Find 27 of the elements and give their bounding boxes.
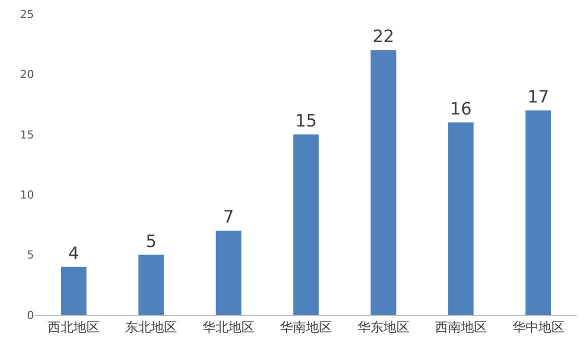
y-tick-label: 20 — [20, 68, 34, 82]
data-label: 7 — [223, 208, 234, 228]
bar — [370, 50, 396, 315]
bar — [526, 110, 552, 315]
y-tick-label: 25 — [20, 8, 34, 21]
y-tick-label: 0 — [27, 308, 34, 322]
y-tick-label: 10 — [20, 188, 34, 202]
x-tick-label: 华中地区 — [512, 320, 564, 336]
x-tick-label: 华东地区 — [357, 320, 410, 336]
x-tick-label: 华北地区 — [202, 320, 255, 336]
x-tick-label: 华南地区 — [280, 320, 332, 336]
x-tick-label: 西北地区 — [48, 320, 100, 336]
bar — [216, 230, 242, 315]
data-label: 15 — [295, 111, 317, 132]
data-label: 17 — [527, 87, 550, 108]
x-tick-label: 西南地区 — [434, 320, 487, 336]
bar — [138, 254, 164, 315]
bar — [60, 266, 86, 315]
y-tick-label: 5 — [27, 248, 34, 262]
data-label: 22 — [372, 27, 394, 48]
x-tick-label: 东北地区 — [125, 320, 178, 336]
data-label: 16 — [450, 99, 472, 120]
data-label: 5 — [146, 232, 157, 252]
bar — [448, 122, 474, 315]
data-label: 4 — [68, 244, 80, 264]
y-tick-label: 15 — [20, 128, 34, 142]
bar — [293, 134, 319, 315]
